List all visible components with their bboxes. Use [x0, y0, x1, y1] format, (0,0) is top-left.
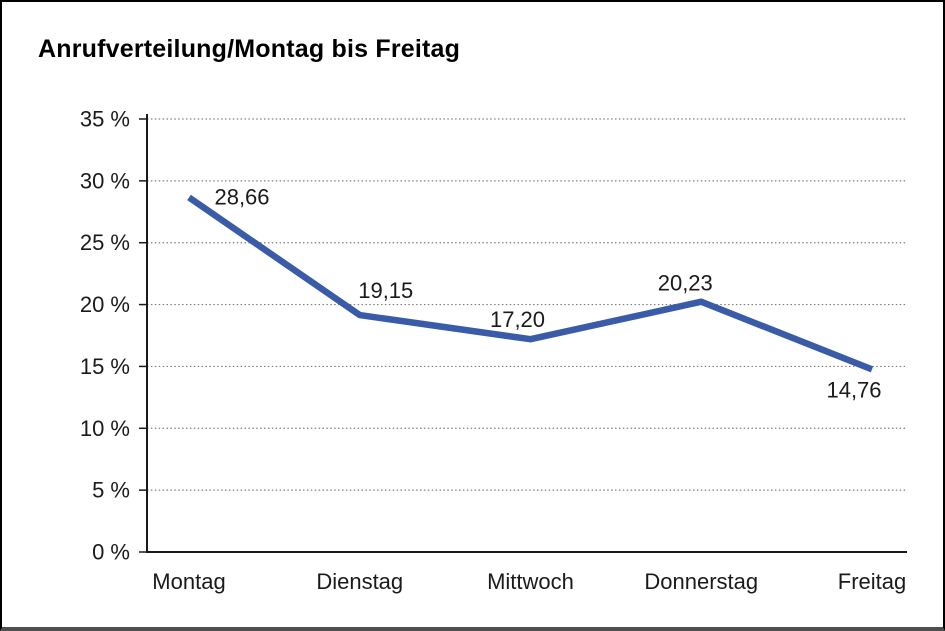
y-tick-label: 20 % [80, 292, 130, 317]
y-tick-label: 15 % [80, 354, 130, 379]
x-tick-label: Freitag [838, 569, 906, 594]
value-label: 14,76 [826, 377, 881, 402]
x-tick-label: Donnerstag [644, 569, 758, 594]
value-label: 28,66 [214, 184, 269, 209]
y-tick-label: 25 % [80, 230, 130, 255]
x-tick-label: Mittwoch [487, 569, 574, 594]
y-tick-label: 0 % [92, 540, 130, 565]
value-label: 17,20 [490, 307, 545, 332]
y-tick-label: 10 % [80, 416, 130, 441]
y-tick-label: 5 % [92, 478, 130, 503]
y-tick-label: 35 % [80, 107, 130, 132]
x-tick-label: Dienstag [316, 569, 403, 594]
x-tick-label: Montag [152, 569, 225, 594]
value-label: 19,15 [358, 278, 413, 303]
series-line [187, 194, 874, 373]
value-label: 20,23 [658, 271, 713, 296]
chart-title: Anrufverteilung/Montag bis Freitag [38, 35, 461, 63]
y-tick-label: 30 % [80, 168, 130, 193]
